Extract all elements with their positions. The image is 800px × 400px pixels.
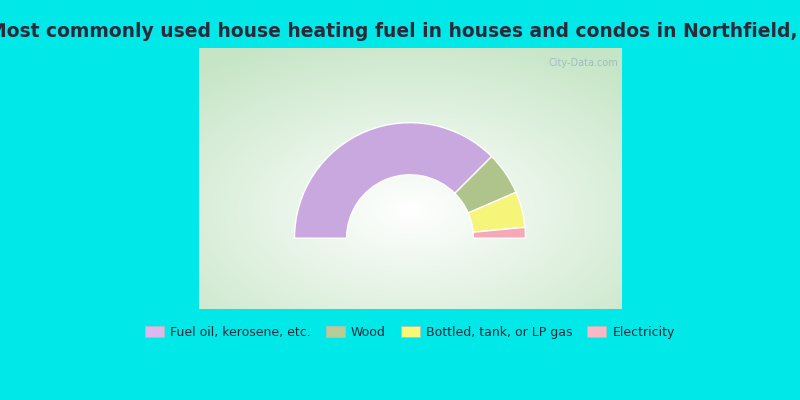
Wedge shape: [455, 156, 516, 213]
Legend: Fuel oil, kerosene, etc., Wood, Bottled, tank, or LP gas, Electricity: Fuel oil, kerosene, etc., Wood, Bottled,…: [140, 321, 680, 344]
Wedge shape: [468, 192, 525, 232]
Title: Most commonly used house heating fuel in houses and condos in Northfield, VT: Most commonly used house heating fuel in…: [0, 22, 800, 41]
Wedge shape: [294, 123, 492, 238]
Text: City-Data.com: City-Data.com: [549, 58, 618, 68]
Wedge shape: [473, 227, 526, 238]
